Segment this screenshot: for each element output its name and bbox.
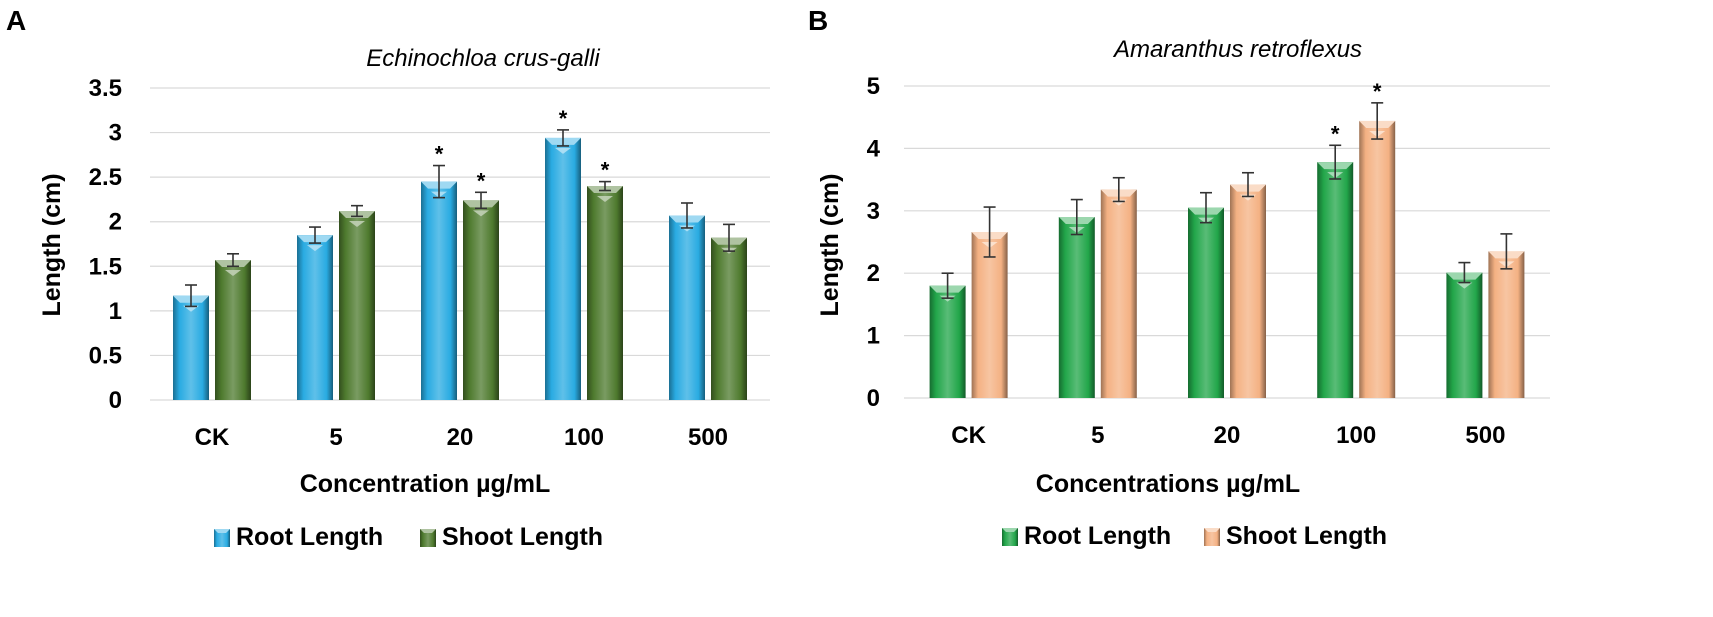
bar-shoot-length-500	[1488, 251, 1525, 398]
legend-label: Shoot Length	[442, 523, 603, 551]
y-tick-label: 5	[867, 73, 880, 100]
bar-root-length-ck	[929, 285, 966, 398]
y-tick-label: 3	[867, 198, 880, 225]
panel-letter: A	[6, 5, 26, 36]
significance-marker: *	[601, 158, 610, 183]
bar-root-length-ck	[173, 295, 209, 400]
y-tick-label: 2.5	[89, 164, 122, 191]
x-tick-label: 20	[1214, 422, 1241, 449]
bar-root-length-5	[1058, 217, 1095, 398]
bar-highlight	[349, 221, 365, 228]
panel-letter: B	[808, 5, 828, 36]
y-tick-label: 4	[867, 135, 881, 162]
significance-marker: *	[1373, 79, 1382, 104]
y-tick-label: 1	[109, 298, 122, 325]
x-tick-label: 100	[1336, 422, 1376, 449]
y-tick-label: 2	[109, 209, 122, 236]
bar-shoot-length-100	[1359, 120, 1396, 398]
legend-swatch-bevel	[1204, 528, 1220, 532]
legend-swatch	[1204, 528, 1220, 546]
bar-highlight	[555, 147, 571, 154]
significance-marker: *	[477, 168, 486, 193]
y-tick-label: 3.5	[89, 75, 122, 102]
y-axis-label: Length (cm)	[816, 173, 844, 316]
x-tick-label: 500	[1465, 422, 1505, 449]
bar-shoot-length-5	[339, 211, 375, 400]
y-tick-label: 0.5	[89, 342, 122, 369]
x-tick-label: 5	[329, 424, 342, 451]
y-tick-label: 0	[109, 387, 122, 414]
significance-marker: *	[1331, 121, 1340, 146]
bar-highlight	[597, 196, 613, 203]
y-tick-label: 1.5	[89, 253, 122, 280]
bar-shoot-length-ck	[971, 232, 1008, 398]
bar-root-length-100	[545, 137, 581, 401]
x-axis-label: Concentration µg/mL	[300, 470, 551, 498]
x-tick-label: 20	[447, 424, 474, 451]
y-tick-label: 2	[867, 260, 880, 287]
chart-title: Echinochloa crus-galli	[366, 45, 600, 72]
bar-root-length-5	[297, 235, 333, 400]
legend-swatch-bevel	[420, 529, 436, 533]
bar-root-length-20	[1188, 207, 1224, 398]
bar-shoot-length-20	[1230, 184, 1266, 398]
legend-swatch	[214, 529, 230, 547]
legend-swatch-bevel	[1002, 528, 1018, 532]
bar-highlight	[307, 245, 323, 252]
x-tick-label: 100	[564, 424, 604, 451]
significance-marker: *	[435, 142, 444, 167]
x-axis-label: Concentrations µg/mL	[1036, 470, 1300, 498]
legend-swatch-bevel	[214, 529, 230, 533]
legend-label: Shoot Length	[1226, 522, 1387, 550]
legend-swatch	[1002, 528, 1018, 546]
x-tick-label: CK	[951, 422, 986, 449]
y-axis-label: Length (cm)	[38, 173, 66, 316]
chart-title: Amaranthus retroflexus	[1112, 36, 1362, 63]
bar-highlight	[473, 210, 489, 217]
y-tick-label: 3	[109, 120, 122, 147]
chart-panel-b: B Amaranthus retroflexus 0 1 2 3 4 5 Length (cm)…	[808, 5, 1550, 550]
chart-panel-a: A Echinochloa crus-galli 0 0.5 1 1.5 2 2.5 3 3.5 L…	[6, 5, 770, 551]
bar-highlight	[183, 305, 199, 312]
bar-root-length-500	[1446, 272, 1483, 398]
x-tick-label: 5	[1091, 422, 1104, 449]
bar-root-length-500	[669, 215, 705, 400]
bar-root-length-20	[421, 181, 457, 400]
bar-highlight	[225, 270, 241, 277]
legend-label: Root Length	[236, 523, 383, 551]
bar-shoot-length-20	[463, 200, 499, 400]
bar-shoot-length-500	[711, 237, 747, 400]
bar-shoot-length-ck	[215, 260, 251, 400]
legend-label: Root Length	[1024, 522, 1171, 550]
bar-shoot-length-100	[587, 186, 623, 400]
x-tick-label: CK	[195, 424, 230, 451]
bar-highlight	[1456, 282, 1473, 289]
y-tick-label: 0	[867, 385, 880, 412]
legend-swatch	[420, 529, 436, 547]
bar-shoot-length-5	[1100, 189, 1137, 398]
significance-marker: *	[559, 106, 568, 131]
x-tick-label: 500	[688, 424, 728, 451]
bar-root-length-100	[1317, 162, 1354, 398]
y-tick-label: 1	[867, 323, 880, 350]
